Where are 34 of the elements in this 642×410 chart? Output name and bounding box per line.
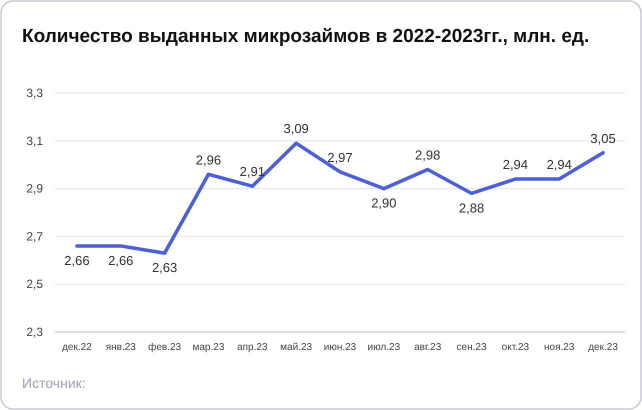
x-tick-label: ноя.23: [544, 342, 575, 353]
y-tick-label: 3,1: [26, 134, 44, 148]
text: 2,96: [196, 152, 222, 168]
text: 2,63: [152, 260, 178, 276]
x-tick-label: дек.22: [62, 342, 92, 353]
text: Источник:: [22, 375, 86, 391]
text: 2,66: [108, 252, 134, 268]
text: 2,94: [502, 157, 528, 172]
x-tick-label: окт.23: [502, 342, 530, 353]
text: 2,98: [415, 147, 440, 162]
x-tick-label: июн.23: [324, 342, 357, 353]
text: 2,66: [64, 252, 90, 268]
chart-title: Количество выданных микрозаймов в 2022-2023гг., млн. ед.: [22, 26, 590, 47]
y-tick-label: 3,3: [26, 86, 44, 100]
x-tick-label: фев.23: [148, 342, 182, 353]
y-tick-label: 2,3: [26, 325, 44, 339]
y-tick-label: 2,7: [26, 229, 44, 244]
y-tick-label: 2,9: [26, 182, 44, 196]
x-tick-label: июл.23: [368, 342, 401, 353]
text: 2,90: [371, 196, 396, 211]
x-tick-label: дек.23: [588, 342, 618, 353]
x-tick-label: май.23: [280, 342, 313, 353]
x-tick-label: янв.23: [106, 342, 136, 353]
x-tick-label: мар.23: [192, 342, 225, 353]
text: 2,91: [240, 164, 265, 180]
text: 2,88: [458, 200, 484, 216]
text: 3,05: [590, 130, 616, 146]
x-tick-label: сен.23: [456, 342, 487, 353]
text: 2,94: [546, 157, 572, 172]
text: 3,09: [284, 121, 309, 136]
x-tick-label: авг.23: [414, 342, 442, 353]
text: 2,97: [327, 150, 353, 165]
y-tick-label: 2,5: [26, 277, 44, 292]
x-tick-label: апр.23: [237, 342, 268, 353]
